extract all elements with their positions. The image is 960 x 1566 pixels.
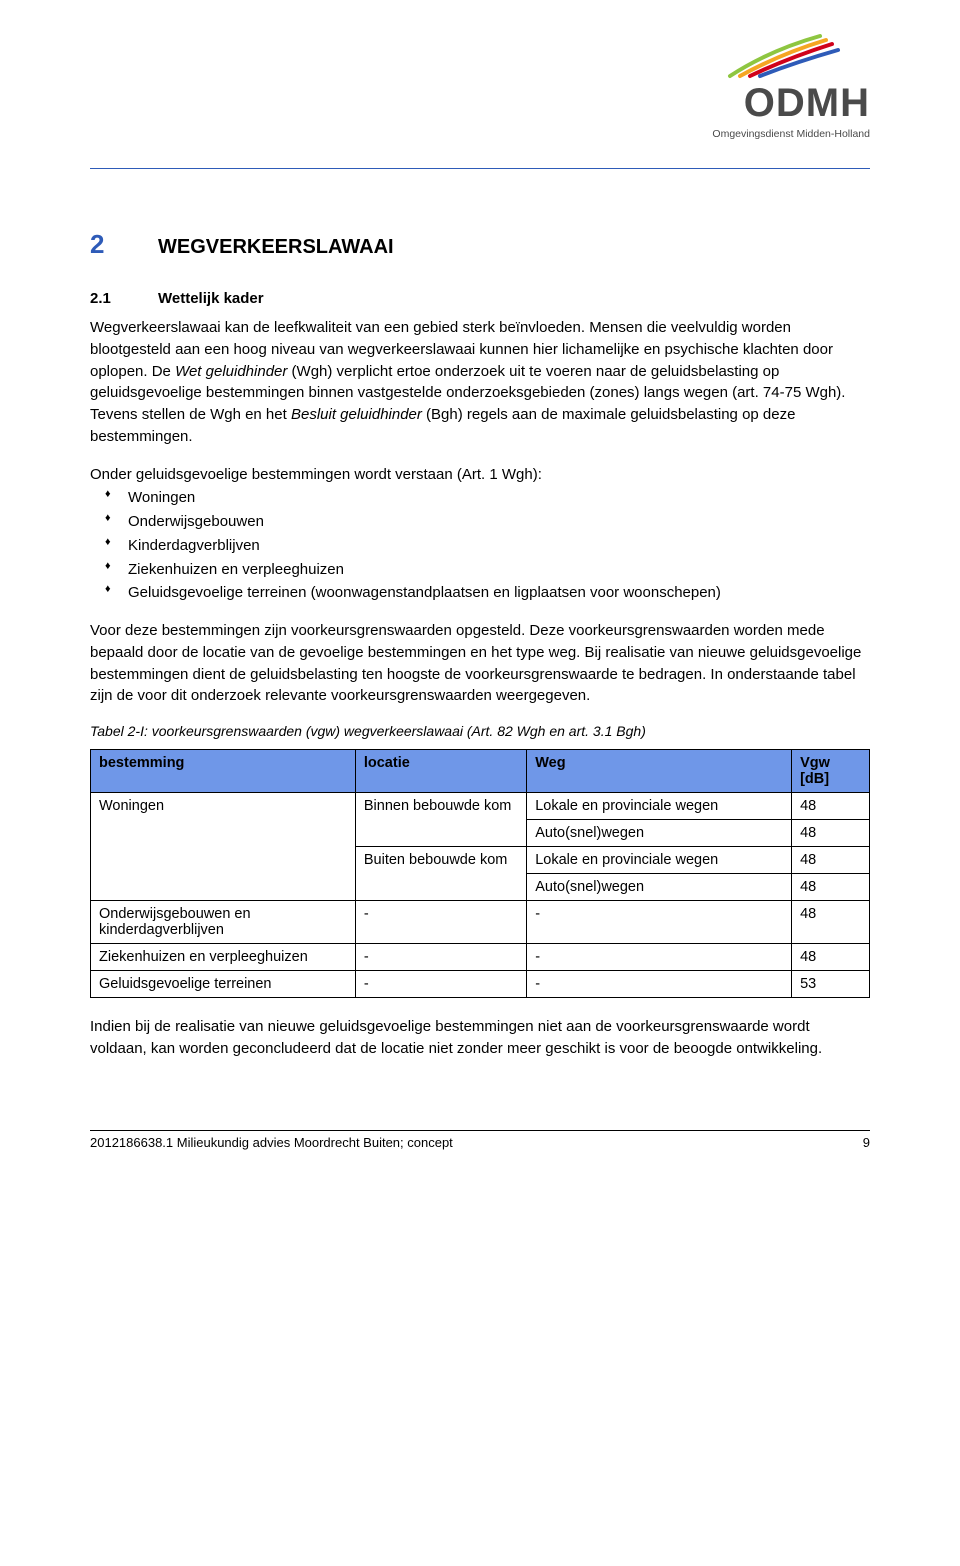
cell-vgw: 48 [792, 874, 870, 901]
header-logo-area: ODMH Omgevingsdienst Midden-Holland [90, 30, 870, 160]
chapter-number: 2 [90, 229, 158, 260]
table-header-cell: Vgw [dB] [792, 750, 870, 793]
cell-bestemming: Ziekenhuizen en verpleeghuizen [91, 944, 356, 971]
paragraph-3: Indien bij de realisatie van nieuwe gelu… [90, 1016, 870, 1060]
paragraph-1: Wegverkeerslawaai kan de leefkwaliteit v… [90, 317, 870, 448]
logo-subtitle: Omgevingsdienst Midden-Holland [712, 128, 870, 140]
odmh-swoosh-icon [720, 30, 870, 82]
p1-italic-2: Besluit geluidhinder [291, 406, 422, 423]
cell-weg: Lokale en provinciale wegen [527, 847, 792, 874]
vgw-table: bestemminglocatieWegVgw [dB] WoningenBin… [90, 749, 870, 998]
table-header-cell: locatie [355, 750, 526, 793]
list-item: Woningen [90, 487, 870, 509]
cell-locatie: Buiten bebouwde kom [355, 847, 526, 901]
cell-vgw: 53 [792, 971, 870, 998]
chapter-title: WEGVERKEERSLAWAAI [158, 236, 394, 259]
footer-rule [90, 1130, 870, 1131]
list-intro: Onder geluidsgevoelige bestemmingen word… [90, 464, 870, 486]
header-rule [90, 168, 870, 169]
table-header-cell: Weg [527, 750, 792, 793]
logo-name: ODMH [712, 81, 870, 126]
chapter-heading: 2 WEGVERKEERSLAWAAI [90, 229, 870, 260]
section-title: Wettelijk kader [158, 290, 264, 307]
cell-vgw: 48 [792, 820, 870, 847]
table-row: Onderwijsgebouwen en kinderdagverblijven… [91, 901, 870, 944]
table-row: Geluidsgevoelige terreinen--53 [91, 971, 870, 998]
list-item: Kinderdagverblijven [90, 535, 870, 557]
table-row: WoningenBinnen bebouwde komLokale en pro… [91, 793, 870, 820]
logo: ODMH Omgevingsdienst Midden-Holland [712, 30, 870, 140]
table-body: WoningenBinnen bebouwde komLokale en pro… [91, 793, 870, 998]
list-item: Geluidsgevoelige terreinen (woonwagensta… [90, 582, 870, 604]
cell-weg: - [527, 944, 792, 971]
cell-bestemming: Woningen [91, 793, 356, 901]
cell-locatie: Binnen bebouwde kom [355, 793, 526, 847]
bullet-list: WoningenOnderwijsgebouwenKinderdagverbli… [90, 487, 870, 604]
p1-italic-1: Wet geluidhinder [175, 363, 287, 380]
footer-page-number: 9 [863, 1135, 870, 1150]
cell-weg: - [527, 901, 792, 944]
section-heading: 2.1 Wettelijk kader [90, 290, 870, 307]
table-header-cell: bestemming [91, 750, 356, 793]
cell-vgw: 48 [792, 901, 870, 944]
cell-weg: - [527, 971, 792, 998]
cell-bestemming: Geluidsgevoelige terreinen [91, 971, 356, 998]
table-row: Ziekenhuizen en verpleeghuizen--48 [91, 944, 870, 971]
footer-left: 2012186638.1 Milieukundig advies Moordre… [90, 1135, 453, 1150]
cell-locatie: - [355, 944, 526, 971]
cell-weg: Auto(snel)wegen [527, 874, 792, 901]
cell-vgw: 48 [792, 944, 870, 971]
section-number: 2.1 [90, 290, 158, 307]
cell-locatie: - [355, 971, 526, 998]
page-footer: 2012186638.1 Milieukundig advies Moordre… [90, 1135, 870, 1150]
list-item: Ziekenhuizen en verpleeghuizen [90, 559, 870, 581]
cell-vgw: 48 [792, 793, 870, 820]
cell-vgw: 48 [792, 847, 870, 874]
cell-locatie: - [355, 901, 526, 944]
table-caption: Tabel 2-I: voorkeursgrenswaarden (vgw) w… [90, 723, 870, 739]
list-item: Onderwijsgebouwen [90, 511, 870, 533]
table-header-row: bestemminglocatieWegVgw [dB] [91, 750, 870, 793]
cell-weg: Lokale en provinciale wegen [527, 793, 792, 820]
cell-weg: Auto(snel)wegen [527, 820, 792, 847]
paragraph-2: Voor deze bestemmingen zijn voorkeursgre… [90, 620, 870, 707]
cell-bestemming: Onderwijsgebouwen en kinderdagverblijven [91, 901, 356, 944]
